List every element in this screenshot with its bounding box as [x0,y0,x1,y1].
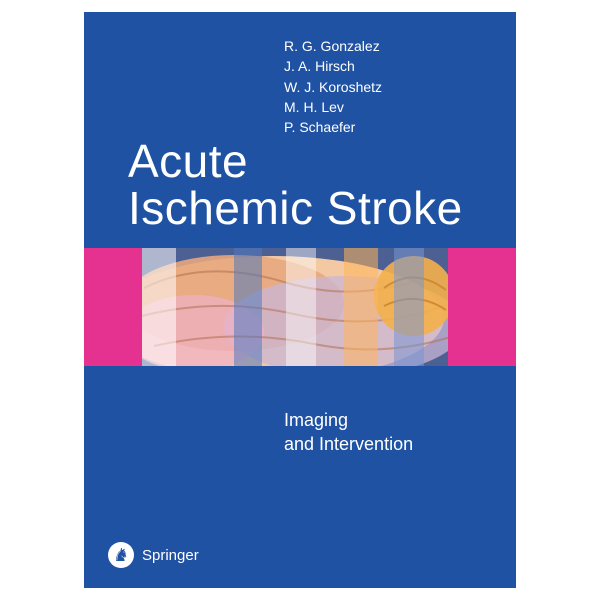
accent-block [84,248,142,366]
title-line-2: Ischemic Stroke [128,184,463,232]
author-name: W. J. Koroshetz [284,77,382,97]
publisher-name: Springer [142,547,199,564]
springer-horse-icon: ♞ [108,542,134,568]
illustration-band [84,248,516,366]
title-line-1: Acute [128,138,463,184]
publisher-block: ♞ Springer [108,542,199,568]
author-name: J. A. Hirsch [284,56,382,76]
author-list: R. G. GonzalezJ. A. HirschW. J. Koroshet… [284,36,382,137]
author-name: M. H. Lev [284,97,382,117]
author-name: P. Schaefer [284,117,382,137]
book-title: Acute Ischemic Stroke [128,138,463,232]
subtitle-line-1: Imaging [284,408,413,432]
book-subtitle: Imaging and Intervention [284,408,413,457]
subtitle-line-2: and Intervention [284,432,413,456]
accent-block [448,248,516,366]
page-container: R. G. GonzalezJ. A. HirschW. J. Koroshet… [0,0,600,600]
book-cover: R. G. GonzalezJ. A. HirschW. J. Koroshet… [84,12,516,588]
author-name: R. G. Gonzalez [284,36,382,56]
publisher-logo-glyph: ♞ [113,546,129,564]
